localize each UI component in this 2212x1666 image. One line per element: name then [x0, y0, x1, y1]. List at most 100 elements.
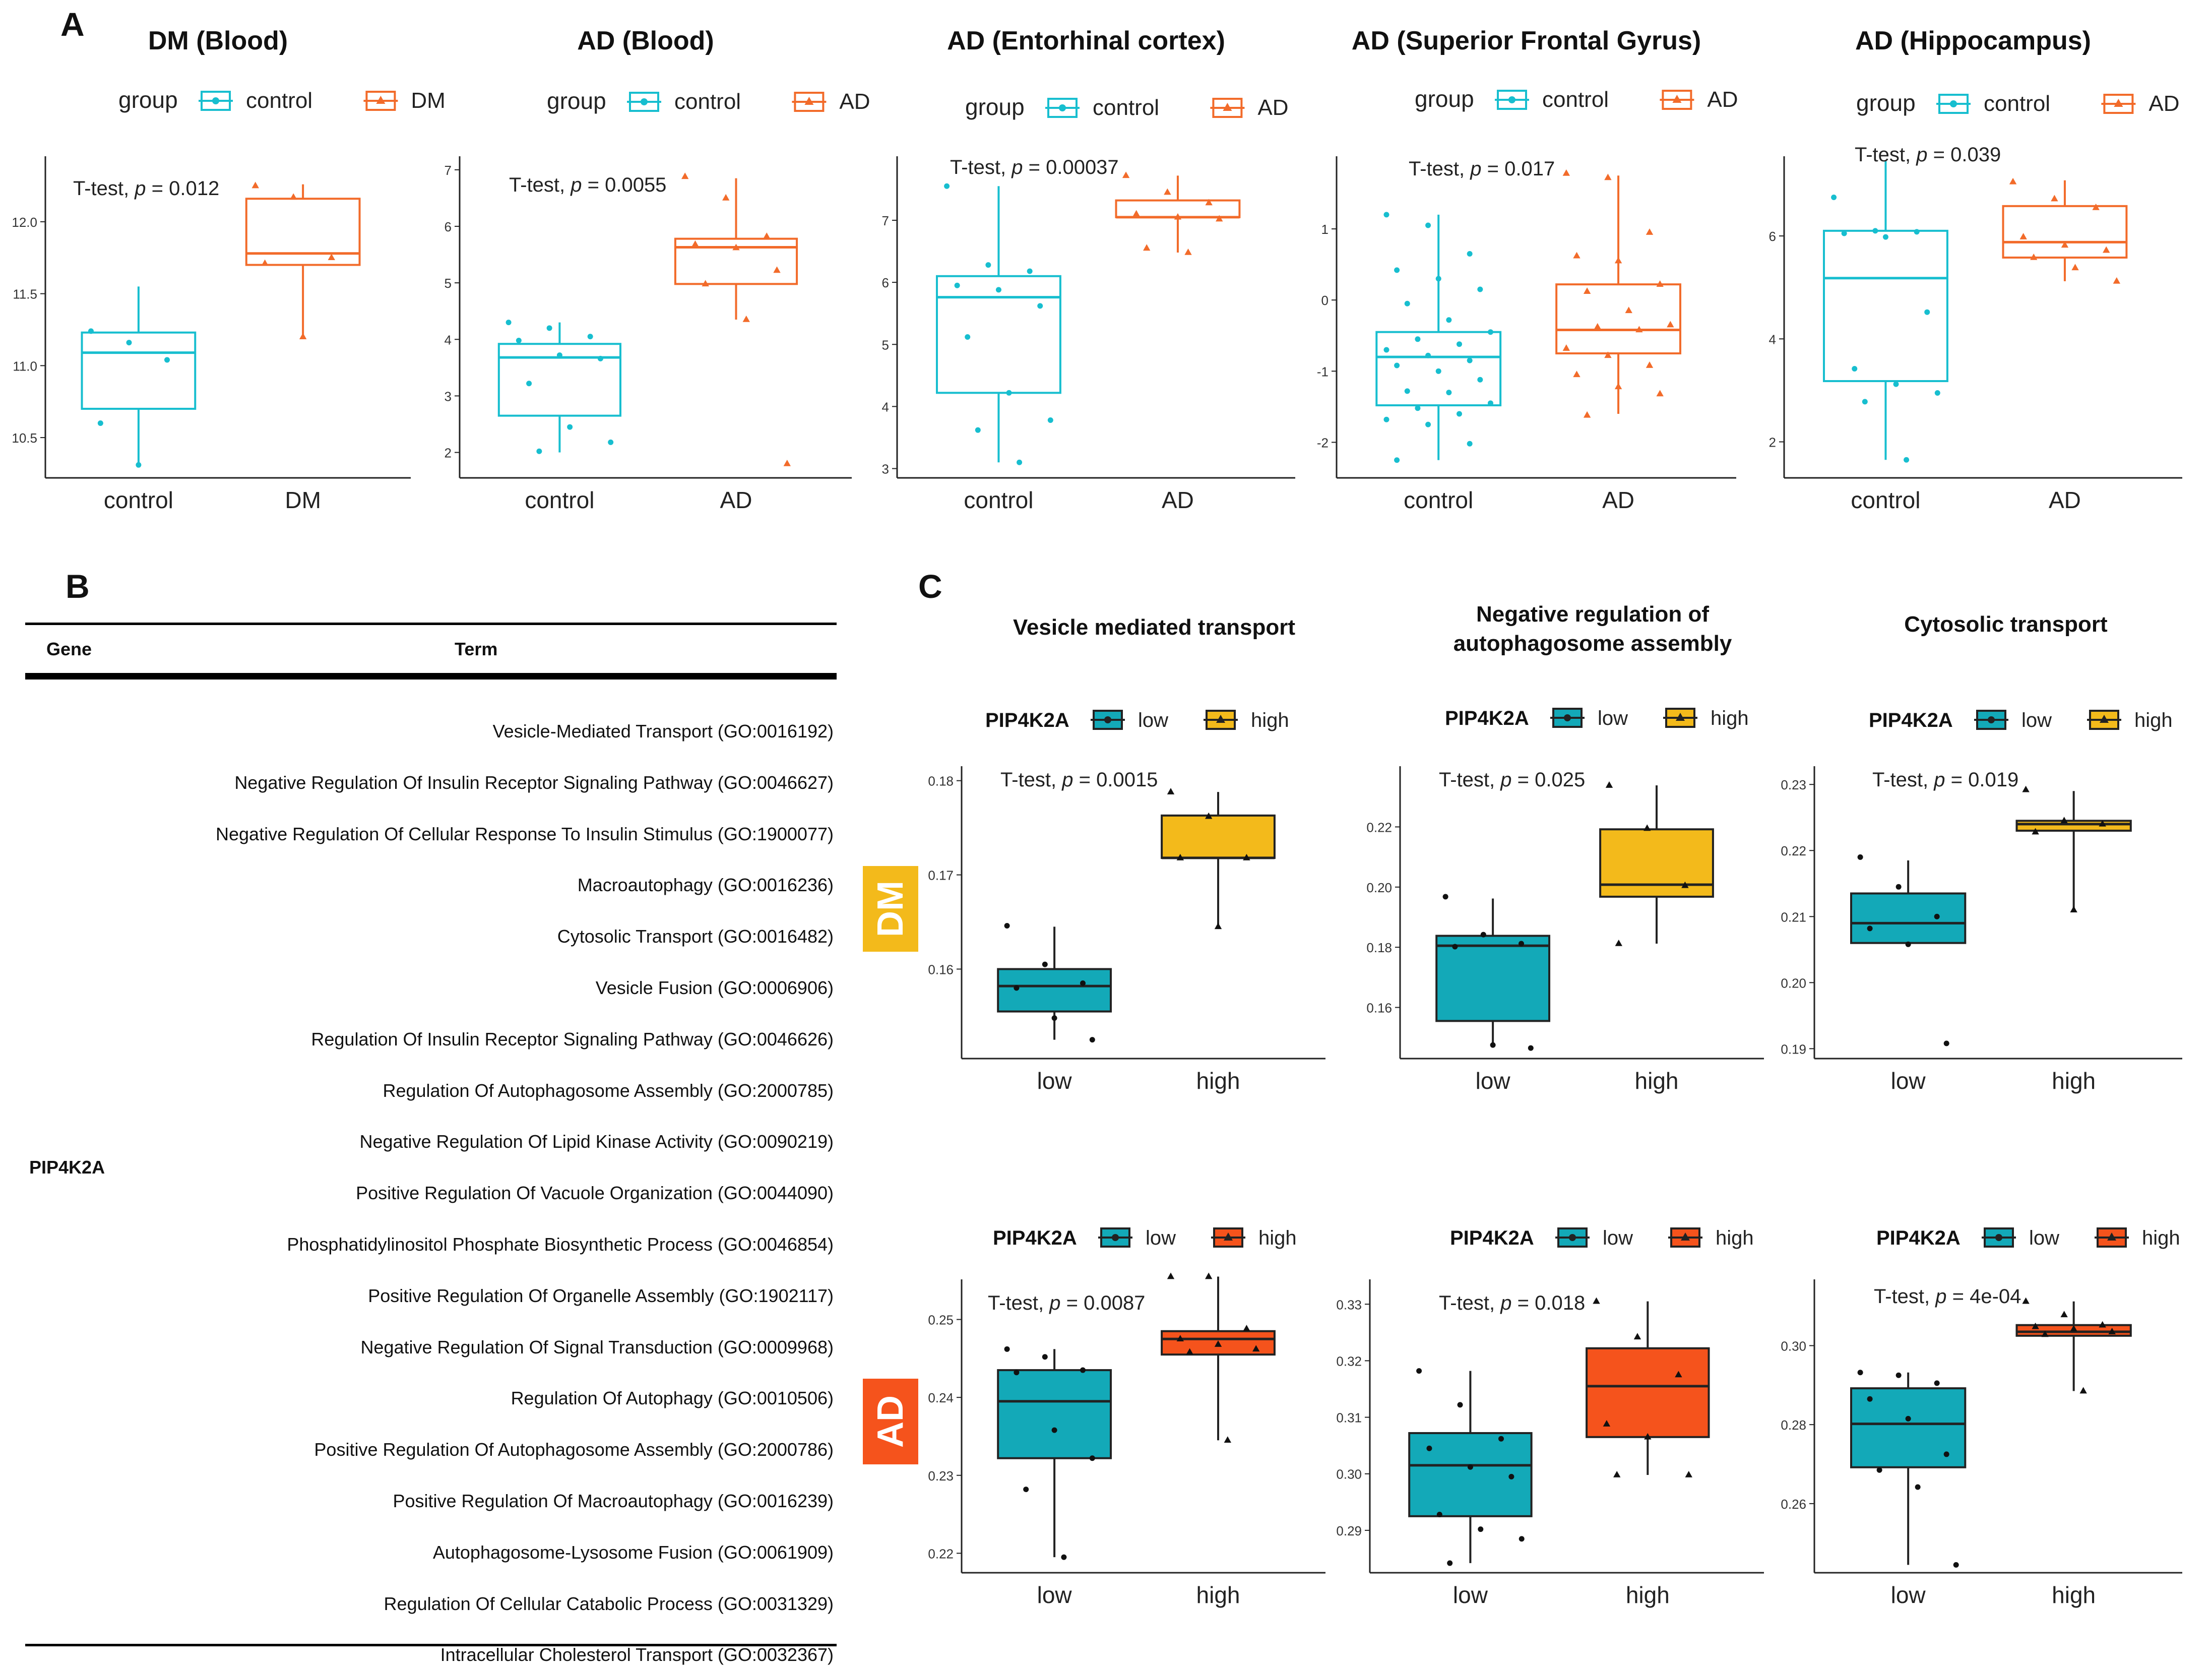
y-tick-label: 4	[445, 332, 452, 347]
data-point	[1243, 853, 1250, 860]
data-point	[1164, 188, 1171, 195]
legend-key-high	[1204, 710, 1238, 730]
data-point	[2060, 1311, 2068, 1318]
data-point	[1644, 1433, 1652, 1440]
data-point	[1857, 1370, 1863, 1376]
chart-a2: AD (Blood) group control AD 2 3 4 5 6 7 control AD T…	[445, 26, 870, 513]
data-point	[2099, 1321, 2106, 1328]
y-tick-label: 5	[882, 337, 889, 352]
data-point	[1214, 922, 1222, 930]
legend-label-AD: AD	[1707, 87, 1738, 112]
table-bottom-rule	[25, 1644, 837, 1646]
column-title-2-line-1: Negative regulation of	[1476, 602, 1710, 627]
stat-p: p	[1500, 1292, 1511, 1314]
data-point	[1467, 1464, 1473, 1470]
legend-gene-label: PIP4K2A	[1876, 1227, 1961, 1249]
chart-legend: PIP4K2A low high	[1450, 1227, 1754, 1249]
legend-key-triangle	[1681, 1232, 1690, 1241]
stat-prefix: T-test,	[1439, 1292, 1500, 1314]
data-point	[1862, 399, 1868, 405]
chart-title: DM (Blood)	[148, 26, 288, 55]
x-tick-label: high	[1196, 1068, 1240, 1094]
legend-key-triangle	[2107, 1232, 2116, 1241]
box-low	[997, 1349, 1112, 1558]
y-tick-label: 0.20	[1366, 880, 1392, 895]
data-point	[1480, 932, 1486, 938]
data-point	[1934, 1380, 1940, 1386]
legend-label-low: low	[1146, 1227, 1176, 1249]
stat-p: p	[1061, 769, 1073, 791]
table-term-row: Positive Regulation Of Autophagosome Ass…	[314, 1439, 834, 1460]
chart-legend: PIP4K2A low high	[1869, 709, 2173, 731]
box-low	[997, 927, 1112, 1040]
legend-label-control: control	[1093, 95, 1159, 120]
legend-key-low	[1098, 1227, 1132, 1248]
box-AD	[1555, 175, 1681, 414]
data-point	[1446, 390, 1452, 396]
stat-label: T-test, p = 0.0015	[1000, 769, 1158, 791]
box-control	[81, 286, 197, 467]
data-point	[1216, 215, 1223, 222]
legend-title: group	[1856, 90, 1916, 116]
y-tick-label: 0	[1321, 293, 1329, 308]
stat-value: = 0.00037	[1023, 156, 1119, 178]
legend-key-low	[1091, 710, 1125, 730]
data-point	[2092, 203, 2100, 210]
table-top-rule	[25, 623, 837, 625]
data-point	[1487, 400, 1493, 406]
legend-key-high	[1663, 708, 1697, 728]
data-point	[1435, 276, 1441, 282]
box-low	[1435, 898, 1551, 1047]
y-tick-label: 10.5	[12, 430, 37, 446]
data-point	[88, 328, 94, 334]
x-tick-label: low	[1476, 1068, 1511, 1094]
data-point	[526, 381, 532, 387]
data-point	[2071, 264, 2079, 271]
data-point	[1006, 390, 1012, 396]
x-tick-label: low	[1891, 1582, 1926, 1608]
stat-label: T-test, p = 0.039	[1855, 144, 2001, 166]
data-point	[1383, 212, 1389, 218]
y-tick-label: 0.16	[928, 962, 954, 977]
legend-title: group	[547, 88, 606, 114]
data-point	[2051, 195, 2058, 202]
legend-key-triangle	[1216, 715, 1225, 723]
table-header-gene: Gene	[46, 639, 92, 659]
stat-label: T-test, p = 0.0087	[988, 1292, 1145, 1314]
data-point	[1051, 1427, 1057, 1433]
y-tick-label: 1	[1321, 222, 1329, 237]
data-point	[1435, 368, 1441, 374]
data-point	[516, 337, 522, 343]
table-term-row: Negative Regulation Of Insulin Receptor …	[234, 772, 834, 793]
data-point	[1394, 267, 1400, 273]
legend-key-dot	[1508, 96, 1515, 103]
box-iqr	[936, 275, 1061, 394]
stat-value: = 0.012	[146, 177, 220, 200]
data-point	[251, 181, 259, 189]
data-point	[1122, 171, 1130, 178]
data-point	[1656, 390, 1664, 397]
y-tick-label: 0.28	[1781, 1417, 1806, 1433]
legend-key-control	[199, 91, 233, 111]
data-point	[1452, 944, 1458, 950]
chart-c13: PIP4K2A low high 0.19 0.20 0.21 0.22 0.23 low hig…	[1781, 709, 2182, 1094]
chart-c11: PIP4K2A low high 0.16 0.17 0.18 low high T-test,…	[928, 709, 1325, 1094]
table-term-row: Negative Regulation Of Signal Transducti…	[360, 1336, 834, 1358]
y-tick-label: 12.0	[12, 215, 37, 230]
y-tick-label: 0.17	[928, 868, 954, 883]
y-tick-label: 11.0	[13, 358, 37, 374]
data-point	[1646, 228, 1654, 235]
data-point	[1425, 352, 1431, 358]
table-gene-cell: PIP4K2A	[29, 1157, 105, 1178]
x-tick-label: high	[1635, 1068, 1679, 1094]
data-point	[1174, 213, 1182, 220]
y-tick-label: 0.18	[928, 774, 954, 789]
legend-key-high	[2087, 710, 2121, 730]
data-point	[944, 183, 950, 189]
y-tick-label: 3	[882, 462, 889, 477]
data-point	[1625, 306, 1632, 314]
stat-p: p	[134, 177, 146, 200]
data-point	[1646, 361, 1654, 368]
legend-key-dot	[212, 97, 219, 104]
